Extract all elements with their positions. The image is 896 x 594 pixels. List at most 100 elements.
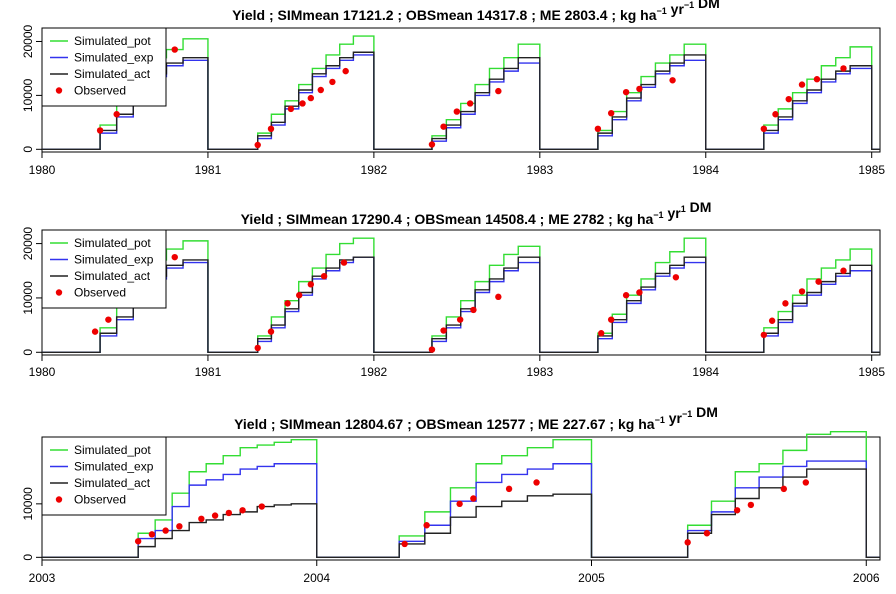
observed-point: [428, 141, 436, 148]
y-tick-label: 0: [21, 146, 35, 153]
observed-point: [456, 500, 463, 508]
observed-point: [258, 503, 266, 510]
observed-point: [772, 111, 779, 118]
observed-point: [598, 330, 605, 337]
x-tick-label: 1981: [195, 365, 222, 379]
series-simulated-act: [42, 468, 880, 559]
legend-label: Observed: [74, 493, 126, 507]
observed-point: [760, 125, 768, 133]
observed-point: [669, 77, 676, 84]
y-tick-label: 0: [21, 349, 35, 356]
observed-point: [284, 300, 291, 307]
x-tick-label: 2003: [29, 571, 56, 585]
observed-point: [299, 100, 306, 107]
observed-point: [622, 292, 630, 299]
series-simulated-pot: [42, 237, 880, 353]
observed-point: [401, 540, 408, 548]
observed-point: [320, 272, 328, 280]
observed-point: [148, 531, 156, 538]
observed-point: [505, 485, 513, 493]
observed-point: [254, 344, 261, 352]
observed-point: [703, 530, 711, 537]
y-tick-label: 0: [21, 554, 35, 561]
observed-point: [317, 86, 324, 94]
legend-label: Simulated_exp: [74, 253, 154, 267]
observed-point: [171, 253, 178, 261]
observed-point: [802, 479, 810, 486]
plot-frame: [41, 27, 881, 153]
observed-point: [96, 127, 104, 134]
y-tick-label: 10000: [21, 281, 35, 315]
panel-2: Yield ; SIMmean 17290.4 ; OBSmean 14508.…: [21, 199, 885, 379]
observed-point: [162, 527, 169, 534]
observed-point: [813, 76, 821, 83]
observed-point: [785, 95, 792, 103]
observed-point: [594, 125, 602, 133]
y-tick-label: 10000: [21, 487, 35, 521]
series-simulated-pot: [42, 35, 880, 151]
legend-box: [41, 27, 167, 107]
observed-point: [684, 539, 691, 546]
observed-point: [636, 289, 643, 296]
observed-point: [782, 300, 789, 307]
series-simulated-act: [42, 256, 880, 353]
observed-point: [267, 328, 275, 335]
chart-title: Yield ; SIMmean 17290.4 ; OBSmean 14508.…: [241, 199, 712, 227]
observed-point: [466, 100, 474, 107]
observed-point: [747, 501, 755, 509]
observed-point: [672, 274, 680, 281]
observed-point: [307, 281, 315, 288]
observed-point: [607, 109, 615, 117]
legend: Simulated_pot Simulated_exp Simulated_act O…: [41, 436, 167, 516]
observed-point: [456, 316, 464, 323]
series-simulated-act: [42, 51, 880, 151]
x-tick-label: 1985: [858, 163, 885, 177]
observed-point: [239, 507, 246, 514]
observed-point: [267, 125, 275, 133]
observed-point: [798, 288, 806, 295]
observed-point: [533, 479, 540, 486]
observed-point: [495, 87, 502, 95]
x-tick-label: 2004: [303, 571, 330, 585]
x-tick-label: 1981: [195, 163, 222, 177]
series-simulated-pot: [42, 430, 880, 559]
observed-point: [470, 495, 477, 502]
observed-point: [342, 67, 349, 75]
observed-point: [495, 293, 502, 301]
observed-point: [211, 512, 219, 519]
observed-point: [840, 267, 847, 274]
observed-point: [815, 278, 822, 285]
x-tick-label: 2006: [853, 571, 880, 585]
observed-point: [607, 316, 615, 323]
observed-point: [340, 259, 348, 266]
x-tick-label: 1982: [361, 163, 388, 177]
observed-point: [440, 327, 447, 334]
observed-point: [198, 515, 205, 523]
legend-label: Simulated_exp: [74, 460, 154, 474]
observed-point: [423, 522, 430, 529]
series-simulated-exp: [42, 460, 880, 559]
x-tick-label: 1984: [692, 163, 719, 177]
x-tick-label: 1982: [361, 365, 388, 379]
legend-label: Simulated_pot: [74, 443, 151, 457]
legend-label: Simulated_act: [74, 269, 151, 283]
observed-point: [296, 292, 303, 299]
observed-point: [733, 507, 741, 514]
observed-point: [171, 46, 178, 53]
x-tick-label: 1980: [29, 365, 56, 379]
legend-swatch: [55, 496, 63, 503]
legend-label: Simulated_exp: [74, 51, 154, 65]
observed-point: [134, 538, 142, 545]
y-tick-label: 20000: [21, 24, 35, 58]
x-tick-label: 1985: [858, 365, 885, 379]
legend: Simulated_pot Simulated_exp Simulated_act O…: [41, 229, 167, 309]
observed-point: [307, 94, 315, 102]
y-tick-label: 10000: [21, 78, 35, 112]
observed-point: [428, 346, 436, 353]
observed-point: [176, 523, 183, 530]
observed-point: [287, 105, 295, 113]
observed-point: [760, 331, 768, 339]
x-tick-label: 1983: [526, 365, 553, 379]
observed-point: [91, 328, 99, 335]
